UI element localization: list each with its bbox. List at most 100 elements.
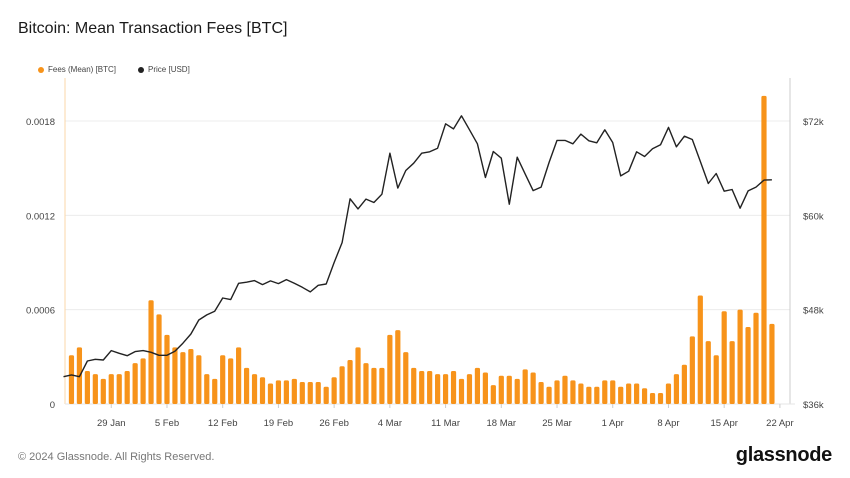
fee-bar bbox=[474, 367, 481, 404]
copyright-footer: © 2024 Glassnode. All Rights Reserved. bbox=[18, 451, 215, 463]
fee-bar bbox=[538, 381, 544, 404]
fee-bar bbox=[156, 314, 162, 404]
fee-bar bbox=[236, 347, 242, 404]
fee-bar bbox=[180, 352, 186, 404]
fee-bar bbox=[172, 347, 178, 404]
fee-bar bbox=[498, 375, 504, 404]
legend-item-price[interactable]: Price [USD] bbox=[138, 65, 190, 74]
fee-bar bbox=[665, 383, 672, 404]
x-tick-label: 8 Apr bbox=[657, 418, 679, 429]
fee-bar bbox=[363, 363, 369, 404]
fee-bar bbox=[116, 374, 122, 404]
fee-bar bbox=[307, 381, 313, 404]
x-tick-label: 18 Mar bbox=[487, 418, 517, 429]
fee-bar bbox=[188, 348, 194, 404]
fee-bar bbox=[251, 374, 258, 404]
fee-bar bbox=[395, 330, 401, 404]
fee-bar bbox=[721, 311, 727, 404]
fee-bar bbox=[753, 312, 759, 404]
x-tick-label: 11 Mar bbox=[431, 418, 460, 429]
fee-bar bbox=[84, 370, 90, 404]
fee-bar bbox=[68, 355, 75, 404]
fee-bar bbox=[610, 380, 616, 404]
fee-bar bbox=[323, 386, 329, 404]
y-left-tick-label: 0.0018 bbox=[26, 117, 55, 128]
x-tick-label: 5 Feb bbox=[155, 418, 179, 429]
fee-bar bbox=[291, 378, 297, 404]
fee-bar bbox=[243, 367, 250, 404]
fee-bar bbox=[204, 374, 210, 404]
fee-bar bbox=[689, 336, 695, 404]
legend-label-price: Price [USD] bbox=[148, 65, 190, 74]
fee-bar bbox=[466, 374, 473, 404]
legend-label-fees: Fees (Mean) [BTC] bbox=[48, 65, 117, 74]
fee-bar bbox=[267, 383, 274, 404]
fee-bar bbox=[482, 372, 488, 404]
y-left-tick-label: 0.0006 bbox=[26, 306, 55, 317]
fee-bar bbox=[586, 386, 592, 404]
fee-bar bbox=[490, 385, 496, 404]
fee-bar bbox=[594, 386, 600, 404]
price-line bbox=[63, 115, 772, 378]
fee-bar bbox=[299, 381, 305, 404]
fee-bar bbox=[259, 377, 266, 404]
x-tick-label: 19 Feb bbox=[264, 418, 294, 429]
fee-bar bbox=[387, 334, 393, 404]
y-right-tick-label: $72k bbox=[803, 117, 824, 128]
x-tick-label: 25 Mar bbox=[542, 418, 572, 429]
y-right-tick-label: $36k bbox=[803, 400, 824, 411]
x-tick-label: 4 Mar bbox=[378, 418, 402, 429]
fee-bar bbox=[419, 370, 425, 404]
fee-bar bbox=[641, 388, 648, 404]
x-tick-label: 15 Apr bbox=[710, 418, 737, 429]
fee-bar bbox=[228, 358, 234, 404]
fee-bar bbox=[196, 355, 202, 404]
fee-bar bbox=[522, 369, 528, 404]
fee-bar bbox=[713, 355, 719, 404]
glassnode-logo: glassnode bbox=[735, 444, 833, 466]
fee-bar bbox=[562, 375, 568, 404]
fee-bar bbox=[315, 381, 321, 404]
fee-bar bbox=[339, 366, 345, 404]
x-tick-label: 1 Apr bbox=[602, 418, 624, 429]
fee-bar bbox=[450, 370, 457, 404]
fee-bar bbox=[108, 374, 114, 404]
fee-bar bbox=[331, 377, 337, 404]
legend: Fees (Mean) [BTC] Price [USD] bbox=[38, 65, 190, 74]
fee-bar bbox=[697, 295, 703, 404]
fee-bar bbox=[626, 383, 632, 404]
fee-bar bbox=[283, 380, 289, 404]
fee-bar bbox=[92, 374, 98, 404]
fee-bar bbox=[355, 347, 361, 404]
fee-bar bbox=[427, 370, 433, 404]
fee-bar bbox=[602, 380, 608, 404]
x-tick-label: 29 Jan bbox=[97, 418, 126, 429]
fee-bar bbox=[435, 374, 441, 404]
x-tick-label: 12 Feb bbox=[208, 418, 238, 429]
fee-bar bbox=[275, 380, 282, 404]
fee-bar bbox=[745, 326, 751, 404]
fee-bar bbox=[132, 363, 138, 404]
fee-bar bbox=[673, 374, 680, 404]
fee-bar bbox=[546, 386, 552, 404]
fee-bar bbox=[737, 309, 743, 404]
fee-bar bbox=[578, 383, 584, 404]
y-left-tick-label: 0.0012 bbox=[26, 211, 55, 222]
legend-item-fees[interactable]: Fees (Mean) [BTC] bbox=[38, 65, 116, 74]
fee-bar bbox=[618, 386, 624, 404]
x-tick-label: 22 Apr bbox=[766, 418, 793, 429]
chart-title: Bitcoin: Mean Transaction Fees [BTC] bbox=[18, 20, 288, 37]
fee-bar bbox=[140, 358, 146, 404]
fee-bar bbox=[514, 378, 520, 404]
x-tick-label: 26 Feb bbox=[319, 418, 349, 429]
y-left-tick-label: 0 bbox=[50, 400, 55, 411]
fee-bar bbox=[530, 372, 536, 404]
fees-legend-dot-icon bbox=[38, 66, 44, 73]
fee-bar bbox=[761, 95, 767, 404]
fee-bar bbox=[164, 334, 170, 404]
fee-bar bbox=[371, 367, 377, 404]
fee-bar bbox=[769, 323, 775, 404]
fee-bar bbox=[657, 392, 664, 404]
fee-bar bbox=[458, 378, 465, 404]
